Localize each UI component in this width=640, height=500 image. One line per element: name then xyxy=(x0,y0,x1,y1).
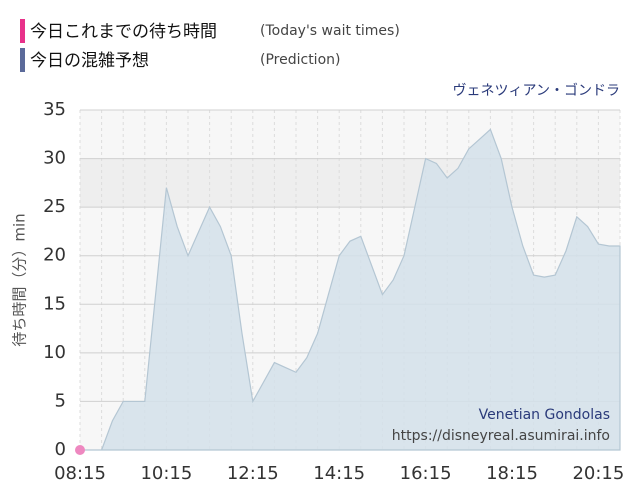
x-tick-label: 16:15 xyxy=(400,463,452,484)
x-tick-label: 20:15 xyxy=(572,463,624,484)
plot-band xyxy=(80,158,620,208)
y-tick-label: 5 xyxy=(55,390,66,411)
watermark: Venetian Gondolas xyxy=(479,407,610,423)
y-tick-label: 30 xyxy=(43,148,66,169)
y-tick-label: 15 xyxy=(43,293,66,314)
y-tick-label: 20 xyxy=(43,245,66,266)
x-tick-label: 10:15 xyxy=(140,463,192,484)
legend-label: 今日の混雑予想 xyxy=(30,51,149,71)
x-tick-label: 08:15 xyxy=(54,463,106,484)
area xyxy=(80,128,621,451)
x-tick-label: 12:15 xyxy=(227,463,279,484)
legend-label: 今日これまでの待ち時間 xyxy=(30,22,217,42)
legend-note: (Prediction) xyxy=(260,52,340,68)
x-tick-label: 18:15 xyxy=(486,463,538,484)
legend-swatch xyxy=(20,19,25,43)
y-tick-label: 10 xyxy=(43,342,66,363)
legend-note: (Today's wait times) xyxy=(260,23,400,39)
subtitle: ヴェネツィアン・ゴンドラ xyxy=(453,82,620,99)
y-tick-label: 35 xyxy=(43,99,66,120)
watermark-url: https://disneyreal.asumirai.info xyxy=(392,428,610,444)
y-axis-label: 待ち時間（分）min xyxy=(11,213,29,346)
x-tick-label: 14:15 xyxy=(313,463,365,484)
point xyxy=(75,445,85,455)
y-tick-label: 0 xyxy=(55,439,66,460)
y-tick-label: 25 xyxy=(43,196,66,217)
legend-swatch xyxy=(20,48,25,72)
